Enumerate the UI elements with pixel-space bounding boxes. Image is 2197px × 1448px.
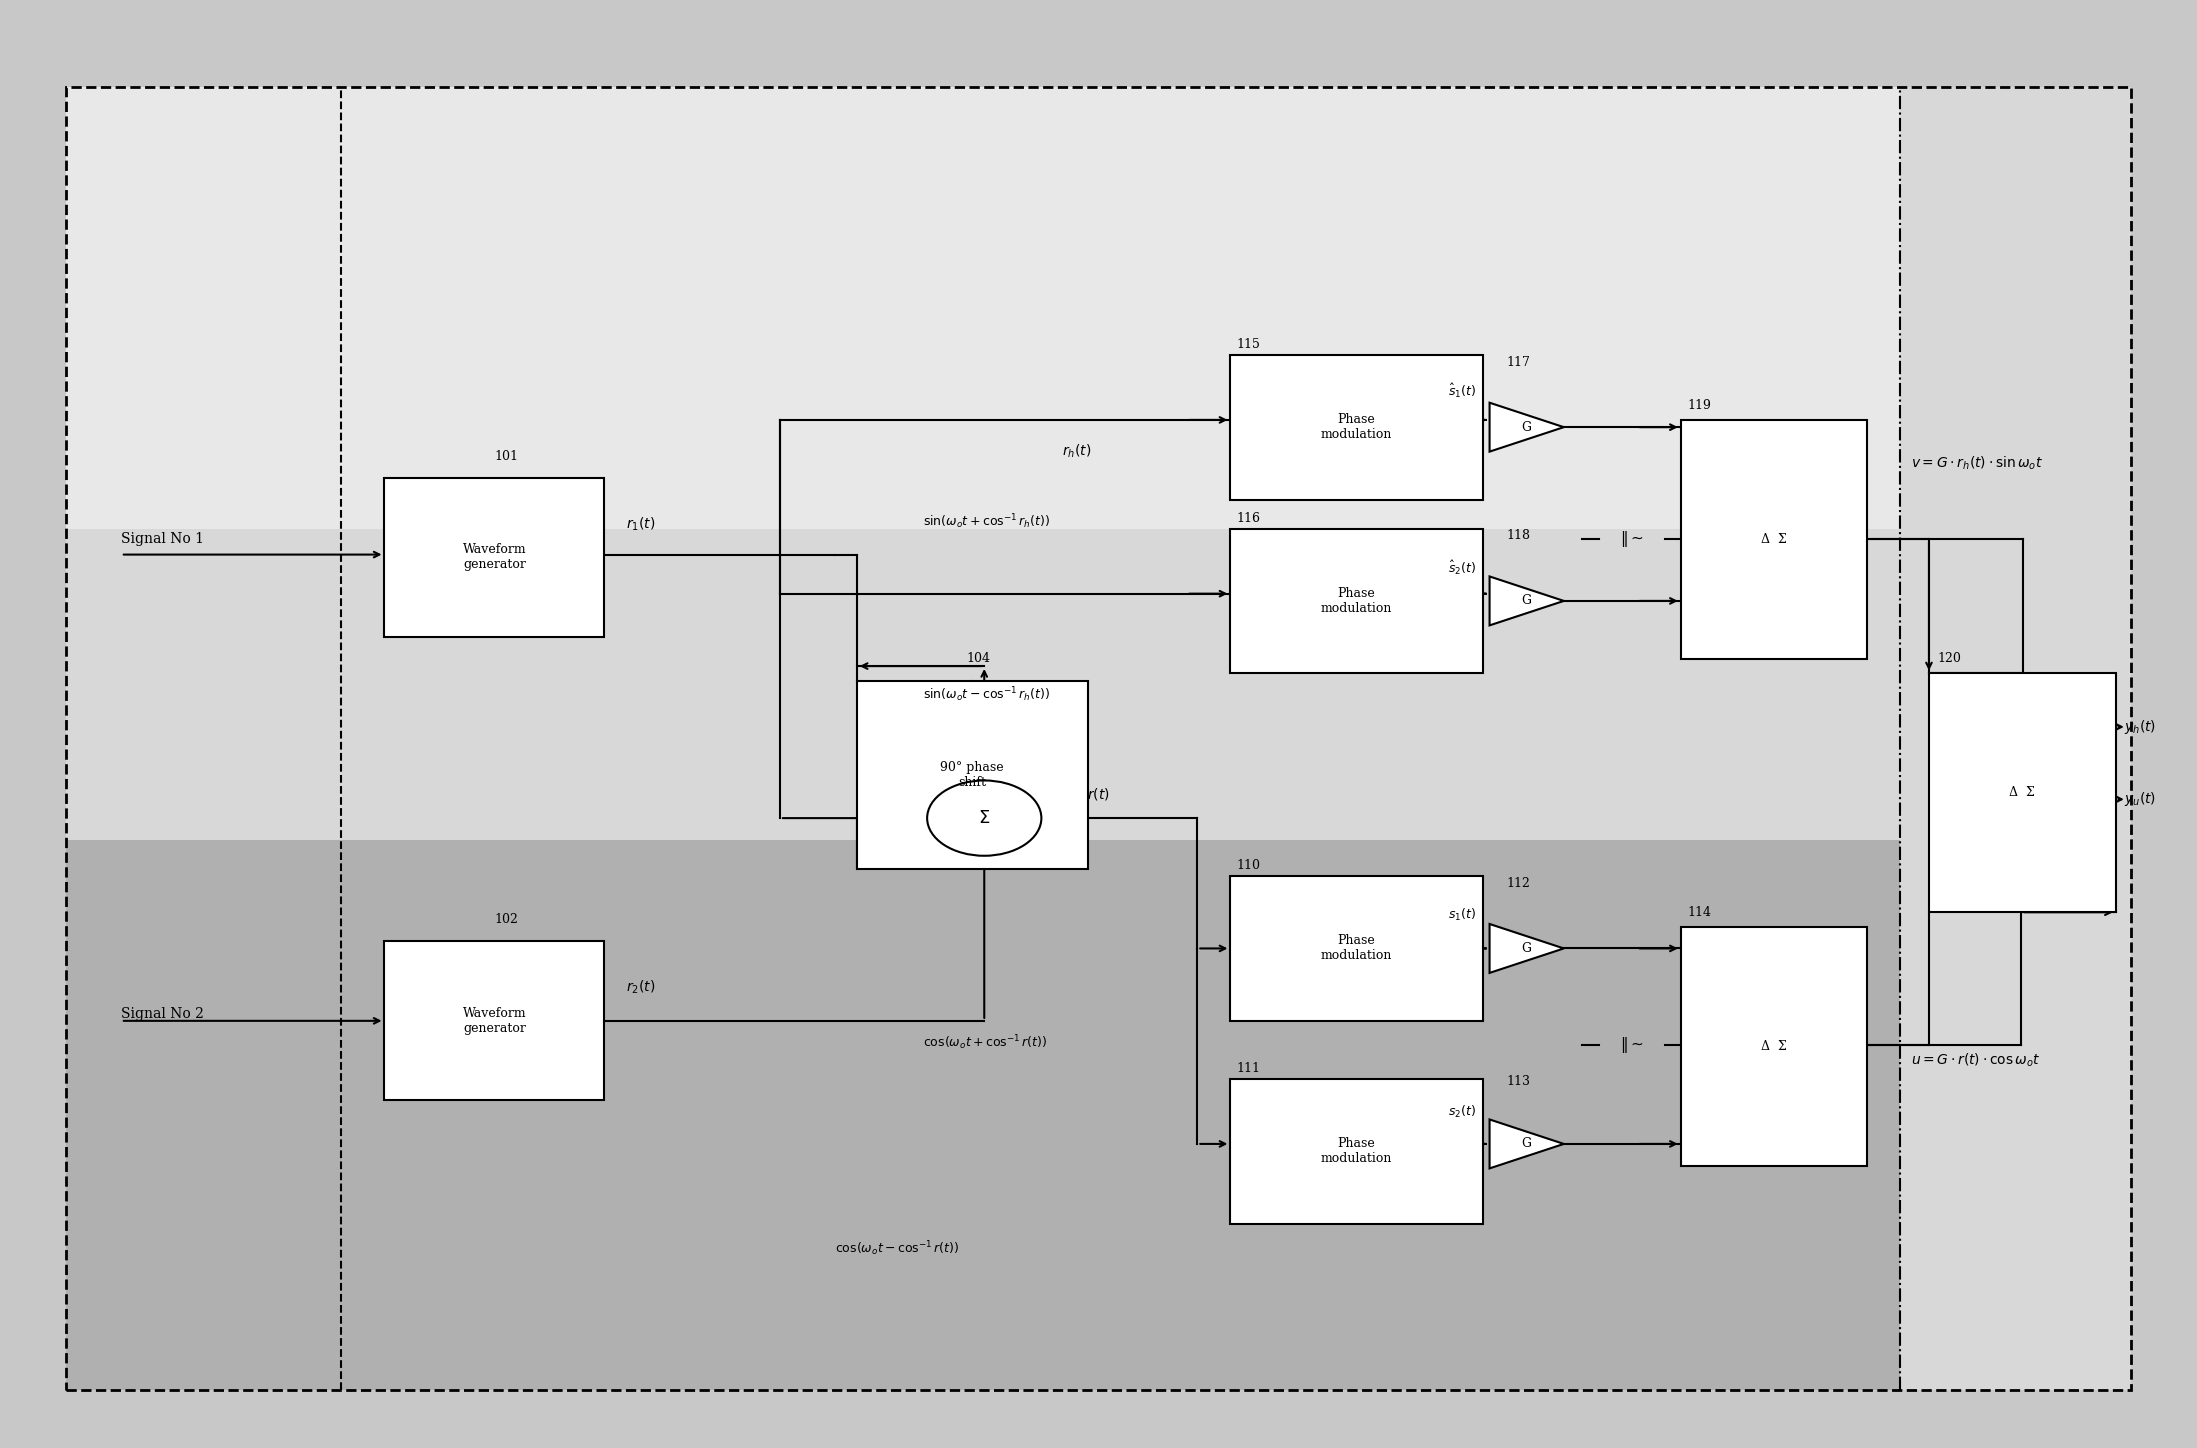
Text: $\Sigma$: $\Sigma$ (978, 809, 991, 827)
Text: Δ  Σ: Δ Σ (1762, 533, 1786, 546)
Text: Δ  Σ: Δ Σ (2010, 786, 2034, 799)
FancyBboxPatch shape (1681, 927, 1867, 1166)
Text: Signal No 1: Signal No 1 (121, 531, 204, 546)
Text: 104: 104 (967, 653, 991, 665)
Text: 115: 115 (1237, 339, 1261, 350)
FancyBboxPatch shape (1230, 355, 1483, 500)
Text: 114: 114 (1687, 906, 1711, 918)
Text: Phase
modulation: Phase modulation (1320, 1137, 1393, 1166)
Text: Signal No 2: Signal No 2 (121, 1006, 204, 1021)
Text: 111: 111 (1237, 1063, 1261, 1074)
Text: $y_h(t)$: $y_h(t)$ (2124, 718, 2157, 736)
FancyBboxPatch shape (857, 681, 1088, 869)
Text: $r_2(t)$: $r_2(t)$ (626, 979, 655, 996)
FancyBboxPatch shape (1900, 87, 2131, 1390)
Text: Phase
modulation: Phase modulation (1320, 586, 1393, 615)
Text: 117: 117 (1507, 356, 1529, 368)
Text: Waveform
generator: Waveform generator (464, 543, 525, 572)
Polygon shape (1490, 403, 1564, 452)
FancyBboxPatch shape (384, 478, 604, 637)
Text: 116: 116 (1237, 513, 1261, 524)
Circle shape (927, 780, 1041, 856)
Text: $\sin(\omega_o t-\cos^{-1}r_h(t))$: $\sin(\omega_o t-\cos^{-1}r_h(t))$ (923, 686, 1050, 704)
Text: $\cos(\omega_o t+\cos^{-1}r(t))$: $\cos(\omega_o t+\cos^{-1}r(t))$ (923, 1034, 1048, 1051)
Text: $r_h(t)$: $r_h(t)$ (1061, 443, 1092, 460)
FancyBboxPatch shape (66, 529, 1900, 840)
Text: $s_1(t)$: $s_1(t)$ (1448, 906, 1476, 924)
FancyBboxPatch shape (66, 840, 1900, 1390)
Text: G: G (1523, 421, 1531, 433)
Text: $s_2(t)$: $s_2(t)$ (1448, 1103, 1476, 1121)
FancyBboxPatch shape (1230, 1079, 1483, 1224)
Text: $v=G\cdot r_h(t)\cdot\sin\omega_o t$: $v=G\cdot r_h(t)\cdot\sin\omega_o t$ (1911, 455, 2043, 472)
Text: 101: 101 (494, 450, 518, 462)
Text: 102: 102 (494, 914, 518, 925)
Text: $\|\sim$: $\|\sim$ (1621, 1035, 1643, 1056)
Text: $u=G\cdot r(t)\cdot\cos\omega_o t$: $u=G\cdot r(t)\cdot\cos\omega_o t$ (1911, 1051, 2041, 1069)
Text: 119: 119 (1687, 400, 1711, 411)
Text: $\sin(\omega_o t+\cos^{-1}r_h(t))$: $\sin(\omega_o t+\cos^{-1}r_h(t))$ (923, 513, 1050, 530)
Polygon shape (1490, 1119, 1564, 1169)
Text: 90° phase
shift: 90° phase shift (940, 760, 1004, 789)
Text: G: G (1523, 943, 1531, 954)
FancyBboxPatch shape (1230, 876, 1483, 1021)
Polygon shape (1490, 924, 1564, 973)
FancyBboxPatch shape (384, 941, 604, 1100)
Text: 118: 118 (1507, 530, 1529, 542)
Text: $\hat{s}_1(t)$: $\hat{s}_1(t)$ (1448, 382, 1476, 400)
Text: 112: 112 (1507, 877, 1529, 889)
FancyBboxPatch shape (1929, 673, 2116, 912)
Text: $\cos(\omega_o t-\cos^{-1}r(t))$: $\cos(\omega_o t-\cos^{-1}r(t))$ (835, 1239, 960, 1257)
Text: Phase
modulation: Phase modulation (1320, 413, 1393, 442)
Text: Δ  Σ: Δ Σ (1762, 1040, 1786, 1053)
Text: 110: 110 (1237, 860, 1261, 872)
Text: 120: 120 (1938, 653, 1962, 665)
Text: $\hat{s}_2(t)$: $\hat{s}_2(t)$ (1448, 559, 1476, 576)
Polygon shape (1490, 576, 1564, 626)
Text: Phase
modulation: Phase modulation (1320, 934, 1393, 963)
Text: $r_1(t)$: $r_1(t)$ (626, 515, 655, 533)
Text: $r(t)$: $r(t)$ (1088, 785, 1109, 802)
Text: $y_u(t)$: $y_u(t)$ (2124, 791, 2157, 808)
FancyBboxPatch shape (1230, 529, 1483, 673)
Text: G: G (1523, 595, 1531, 607)
Text: 113: 113 (1507, 1076, 1529, 1087)
Text: Waveform
generator: Waveform generator (464, 1006, 525, 1035)
Text: G: G (1523, 1138, 1531, 1150)
Text: $\|\sim$: $\|\sim$ (1621, 529, 1643, 549)
FancyBboxPatch shape (66, 87, 1900, 529)
FancyBboxPatch shape (1681, 420, 1867, 659)
